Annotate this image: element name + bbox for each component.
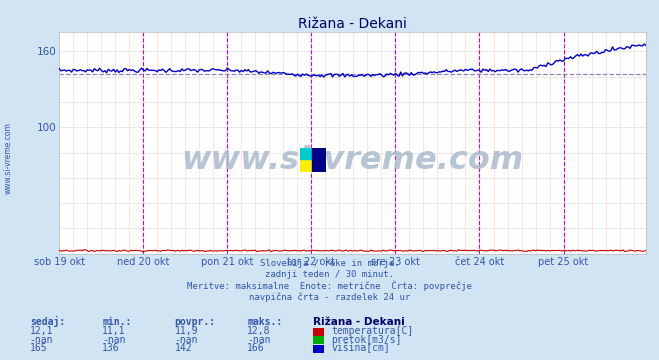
Text: -nan: -nan: [102, 335, 126, 345]
Text: sedaj:: sedaj:: [30, 316, 65, 327]
Text: -nan: -nan: [247, 335, 271, 345]
Text: www.si-vreme.com: www.si-vreme.com: [181, 145, 524, 176]
Text: Rižana - Dekani: Rižana - Dekani: [313, 317, 405, 327]
Text: 11,9: 11,9: [175, 326, 198, 336]
Text: www.si-vreme.com: www.si-vreme.com: [4, 122, 13, 194]
Text: 12,1: 12,1: [30, 326, 53, 336]
Title: Rižana - Dekani: Rižana - Dekani: [298, 17, 407, 31]
Text: maks.:: maks.:: [247, 317, 282, 327]
Text: povpr.:: povpr.:: [175, 317, 215, 327]
Text: 136: 136: [102, 343, 120, 354]
Text: zadnji teden / 30 minut.: zadnji teden / 30 minut.: [265, 270, 394, 279]
Text: Slovenija / reke in morje.: Slovenija / reke in morje.: [260, 259, 399, 268]
Text: navpična črta - razdelek 24 ur: navpična črta - razdelek 24 ur: [249, 293, 410, 302]
Text: 11,1: 11,1: [102, 326, 126, 336]
Text: Meritve: maksimalne  Enote: metrične  Črta: povprečje: Meritve: maksimalne Enote: metrične Črta…: [187, 280, 472, 291]
Text: 166: 166: [247, 343, 265, 354]
Text: 165: 165: [30, 343, 47, 354]
Text: 12,8: 12,8: [247, 326, 271, 336]
Text: -nan: -nan: [30, 335, 53, 345]
Text: 142: 142: [175, 343, 192, 354]
Text: min.:: min.:: [102, 317, 132, 327]
Text: temperatura[C]: temperatura[C]: [331, 326, 414, 336]
Text: pretok[m3/s]: pretok[m3/s]: [331, 335, 402, 345]
Text: višina[cm]: višina[cm]: [331, 343, 390, 354]
Text: -nan: -nan: [175, 335, 198, 345]
